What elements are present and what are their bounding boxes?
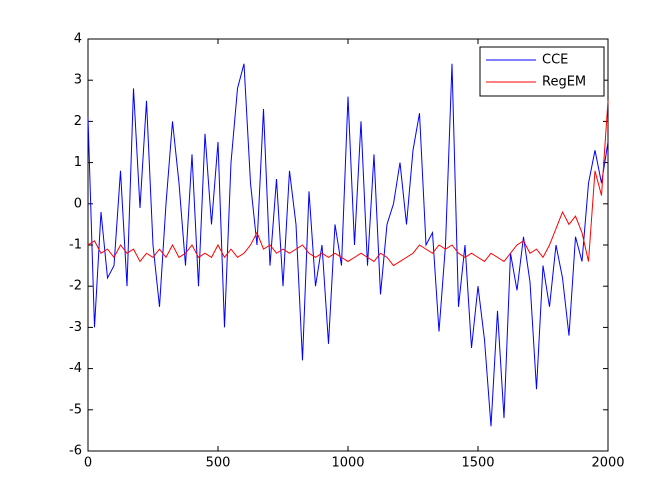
x-tick-label: 1000 — [331, 456, 364, 471]
y-tick-label: 0 — [74, 196, 82, 211]
y-tick-label: -4 — [69, 361, 82, 376]
legend-label: CCE — [542, 53, 568, 68]
y-tick-label: -5 — [69, 402, 82, 417]
x-tick-label: 2000 — [591, 456, 624, 471]
y-tick-label: -6 — [69, 444, 82, 459]
y-tick-label: -2 — [69, 279, 82, 294]
y-tick-label: -3 — [69, 320, 82, 335]
x-tick-label: 500 — [206, 456, 231, 471]
line-series — [87, 100, 609, 267]
legend-box — [479, 46, 605, 97]
y-tick-label: 3 — [74, 73, 82, 88]
legend-label: RegEM — [542, 75, 586, 90]
line-series — [87, 63, 609, 427]
y-tick-label: -1 — [69, 238, 82, 253]
x-tick-label: 0 — [84, 456, 92, 471]
y-tick-label: 2 — [74, 114, 82, 129]
x-tick-label: 1500 — [461, 456, 494, 471]
y-tick-label: 1 — [74, 155, 82, 170]
y-tick-label: 4 — [74, 32, 82, 47]
